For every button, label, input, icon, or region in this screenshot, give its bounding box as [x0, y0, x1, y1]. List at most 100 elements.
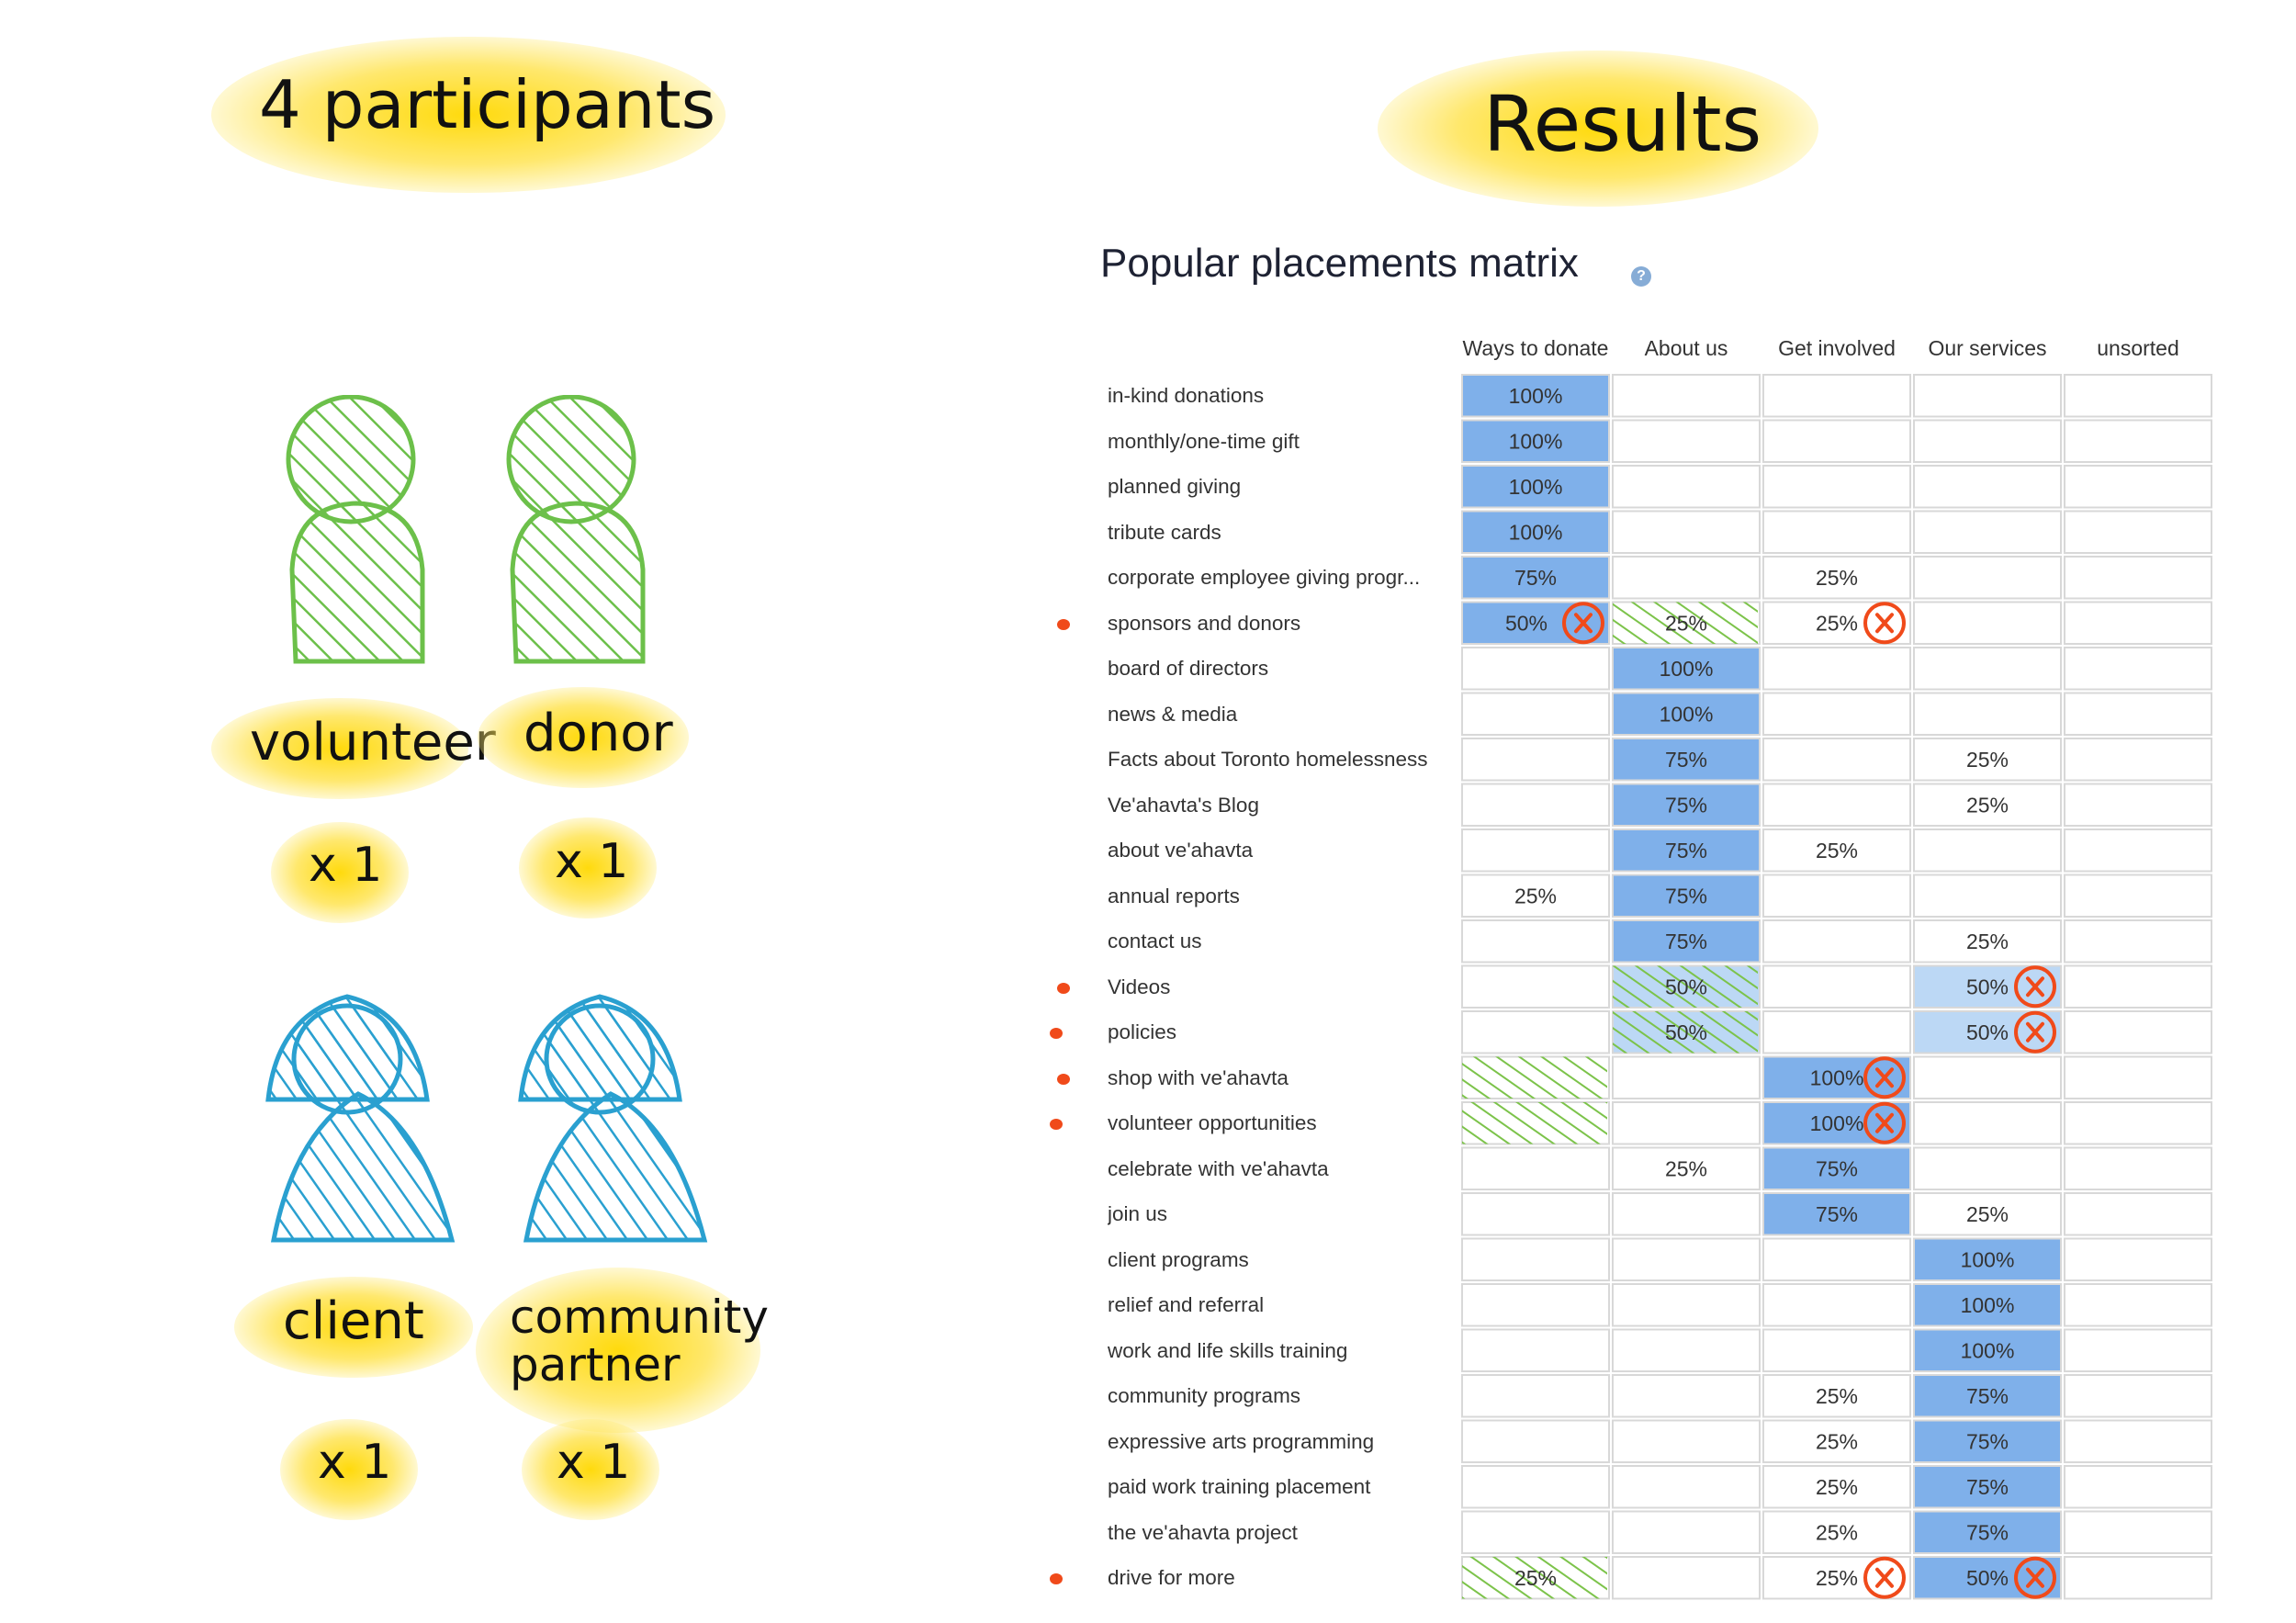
cell-value: 100%	[1509, 475, 1563, 499]
matrix-cell	[2064, 1328, 2212, 1372]
matrix-cell	[2064, 1192, 2212, 1236]
matrix-cell	[1762, 374, 1911, 418]
group-count-community-partner: x 1	[557, 1435, 631, 1490]
row-label: planned giving	[1108, 475, 1242, 498]
matrix-cell	[2064, 1055, 2212, 1099]
reject-mark-icon	[1863, 1056, 1906, 1099]
hatch-overlay	[1462, 1102, 1607, 1144]
row-label: news & media	[1108, 702, 1238, 726]
column-header-unsorted: unsorted	[2097, 336, 2179, 360]
matrix-cell	[1913, 1419, 2062, 1463]
matrix-cell	[1913, 601, 2062, 645]
row-label: drive for more	[1108, 1566, 1235, 1589]
question-icon[interactable]: ?	[1631, 266, 1651, 287]
matrix-cell	[1913, 1055, 2062, 1099]
cell-value: 25%	[1816, 1384, 1858, 1408]
highlight	[519, 817, 657, 919]
matrix-cell	[2064, 1010, 2212, 1054]
cell-value: 75%	[1966, 1520, 2009, 1544]
matrix-cell	[1762, 465, 1911, 509]
matrix-cell	[2064, 783, 2212, 827]
volunteer-person-icon	[286, 395, 425, 664]
row-label: Videos	[1108, 975, 1171, 998]
cell-value: 75%	[1514, 566, 1557, 590]
matrix-cell	[1913, 1465, 2062, 1509]
matrix-cell	[1913, 1146, 2062, 1190]
matrix-cell	[1612, 1465, 1761, 1509]
matrix-cell	[2064, 647, 2212, 691]
row-label: work and life skills training	[1108, 1338, 1348, 1362]
cell-value: 50%	[1665, 975, 1707, 998]
matrix-cell	[1461, 419, 1610, 463]
row-label: client programs	[1108, 1247, 1249, 1271]
matrix-cell	[1612, 1510, 1761, 1554]
cell-value: 75%	[1966, 1384, 2009, 1408]
cell-value: 50%	[1665, 1020, 1707, 1044]
matrix-cell	[1612, 465, 1761, 509]
matrix-cell	[2064, 1510, 2212, 1554]
matrix-cell	[1612, 1374, 1761, 1418]
matrix-cell	[1461, 1510, 1610, 1554]
matrix-cell	[1913, 374, 2062, 418]
cell-value: 100%	[1509, 384, 1563, 408]
highlight	[476, 1268, 760, 1433]
cell-value: 25%	[1665, 1156, 1707, 1180]
column-header-about-us: About us	[1644, 336, 1728, 360]
matrix-cell	[2064, 1374, 2212, 1418]
matrix-cell	[2064, 964, 2212, 1009]
matrix-cell	[1762, 556, 1911, 600]
row-label: monthly/one-time gift	[1108, 429, 1300, 453]
highlight	[271, 822, 409, 923]
cell-value: 75%	[1665, 884, 1707, 907]
row-label: community programs	[1108, 1384, 1301, 1407]
hatch-overlay	[1613, 1011, 1758, 1054]
cell-value: 100%	[1509, 429, 1563, 453]
row-label: the ve'ahavta project	[1108, 1520, 1298, 1544]
matrix-cell	[1762, 783, 1911, 827]
hatch-overlay	[1613, 602, 1758, 644]
cell-value: 25%	[1816, 1429, 1858, 1453]
cell-value: 100%	[1509, 520, 1563, 544]
flag-marker	[1050, 1573, 1063, 1584]
cell-value: 75%	[1816, 1156, 1858, 1180]
reject-mark-icon	[1863, 1101, 1906, 1144]
matrix-cell	[1762, 647, 1911, 691]
row-label: join us	[1108, 1202, 1168, 1225]
participants-title: 4 participants	[259, 66, 716, 143]
row-label: about ve'ahavta	[1108, 839, 1254, 862]
row-label: shop with ve'ahavta	[1108, 1065, 1289, 1089]
cell-value: 25%	[1514, 1566, 1557, 1590]
cell-value: 75%	[1816, 1202, 1858, 1226]
matrix-cell	[1762, 510, 1911, 554]
matrix-cell	[1913, 1237, 2062, 1281]
cell-value: 25%	[1966, 930, 2009, 953]
column-header-get-involved: Get involved	[1778, 336, 1896, 360]
matrix-cell	[1762, 1374, 1911, 1418]
group-label-donor: donor	[523, 704, 673, 763]
group-count-donor: x 1	[555, 834, 629, 889]
matrix-cell	[1913, 1101, 2062, 1145]
cell-value: 50%	[1966, 1566, 2009, 1590]
matrix-cell	[1612, 1237, 1761, 1281]
cell-value: 25%	[1966, 748, 2009, 772]
cell-value: 25%	[1816, 1475, 1858, 1499]
matrix-cell	[1612, 374, 1761, 418]
reject-mark-icon	[1863, 602, 1906, 645]
matrix-cell	[1461, 828, 1610, 873]
hatch-overlay	[1462, 1056, 1607, 1099]
matrix-cell	[1612, 1146, 1761, 1190]
reject-mark-icon	[1562, 602, 1604, 645]
matrix-cell	[1762, 1010, 1911, 1054]
client-person-icon	[265, 994, 456, 1243]
row-label: expressive arts programming	[1108, 1429, 1375, 1453]
donor-person-icon	[506, 395, 646, 664]
cell-value: 75%	[1665, 793, 1707, 817]
cell-value: 25%	[1816, 839, 1858, 862]
matrix-cell	[2064, 1101, 2212, 1145]
matrix-cell	[1762, 1237, 1911, 1281]
matrix-cell	[1612, 1055, 1761, 1099]
column-header-ways-to-donate: Ways to donate	[1462, 336, 1609, 360]
cell-value: 100%	[1961, 1247, 2015, 1271]
matrix-cell	[1461, 964, 1610, 1009]
matrix-cell	[2064, 1465, 2212, 1509]
